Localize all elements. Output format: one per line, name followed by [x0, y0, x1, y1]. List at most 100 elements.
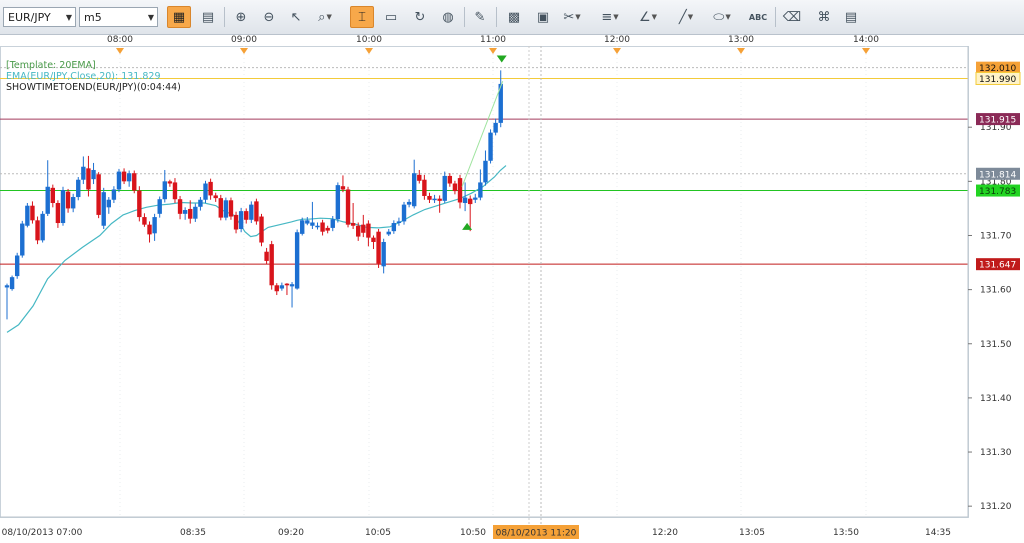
candle	[81, 156, 86, 185]
bottom-time-label: 08/10/2013 07:00	[2, 528, 83, 538]
properties-button[interactable]: ▤	[196, 6, 220, 28]
chart-type-icon: ▦	[172, 9, 186, 25]
candle	[111, 186, 117, 203]
candle	[376, 228, 381, 268]
candle	[213, 192, 218, 202]
toolbar-separator	[224, 7, 225, 27]
zoom-in-icon: ⊕	[235, 9, 247, 25]
candle	[40, 211, 45, 243]
candle	[142, 213, 147, 227]
candle-body	[340, 186, 346, 190]
candle-body	[177, 199, 183, 214]
zoom-out-button[interactable]: ⊖	[257, 6, 281, 28]
candle	[172, 178, 178, 203]
candle	[218, 194, 223, 221]
candle	[381, 238, 386, 274]
candle-body	[55, 203, 61, 224]
ema-label: EMA(EUR/JPY,Close,20): 131.829	[6, 71, 161, 82]
indicators-button[interactable]: ▩	[502, 6, 526, 28]
crosshair-icon: ⌶	[358, 9, 366, 25]
candle	[132, 170, 137, 194]
tools-button[interactable]: ✂ ▼	[560, 6, 584, 28]
candle	[249, 201, 254, 224]
price-label-box: 131.647	[976, 258, 1020, 271]
candle-body	[137, 190, 142, 218]
lines-button[interactable]: ≡ ▼	[598, 6, 622, 28]
properties-icon: ▤	[201, 9, 215, 25]
refresh-button[interactable]: ↻	[408, 6, 432, 28]
bottom-time-label: 10:05	[365, 528, 391, 538]
chart-grid	[0, 46, 969, 518]
candle-body	[483, 160, 488, 183]
toolbar-separator	[464, 7, 465, 27]
candle-body	[330, 219, 335, 228]
price-tick-label: 131.30	[980, 448, 1012, 458]
candle	[25, 203, 30, 228]
candle	[361, 214, 366, 238]
candle-body	[162, 181, 167, 200]
screenshot-button[interactable]: ▭	[379, 6, 403, 28]
candle	[340, 175, 346, 193]
candle	[121, 168, 127, 185]
globe-button[interactable]: ◍	[436, 6, 460, 28]
candle	[193, 203, 198, 222]
candle	[203, 180, 208, 203]
ruler-button[interactable]: ✎	[468, 6, 492, 28]
candle	[55, 200, 61, 228]
chart-type-button[interactable]: ▦	[167, 6, 191, 28]
more-button[interactable]: ▤	[839, 6, 863, 28]
candle	[264, 247, 269, 265]
candle-body	[172, 182, 178, 200]
candle	[244, 208, 249, 224]
strategy-button[interactable]: ▣	[531, 6, 555, 28]
candle	[4, 283, 10, 320]
candle	[437, 195, 442, 213]
price-label-box: 131.915	[976, 113, 1020, 126]
candle	[279, 282, 285, 291]
fibonacci-button[interactable]: ∠ ▼	[636, 6, 660, 28]
shapes-button[interactable]: ⬭ ▼	[710, 6, 734, 28]
zoom-area-icon: ⌕	[318, 9, 326, 25]
price-label-bg	[976, 113, 1020, 126]
timeframe-select[interactable]: m5 ▼	[79, 7, 158, 27]
ruler-icon: ✎	[474, 9, 486, 25]
candle	[101, 187, 106, 229]
time-marker-icon	[240, 48, 248, 54]
candle	[14, 252, 20, 279]
zoom-area-button[interactable]: ⌕ ▼	[313, 6, 337, 28]
eraser-button[interactable]: ⌫	[780, 6, 804, 28]
candle	[401, 201, 407, 225]
chevron-down-icon: ▼	[65, 13, 72, 22]
candle	[483, 150, 488, 186]
cursor-button[interactable]: ↖	[284, 6, 308, 28]
symbol-select[interactable]: EUR/JPY ▼	[3, 7, 76, 27]
candle-body	[223, 200, 229, 218]
price-label-text: 131.647	[979, 261, 1016, 271]
candle-body	[132, 173, 137, 191]
candle	[467, 195, 473, 232]
top-time-label: 11:00	[480, 35, 506, 45]
price-label-bg	[976, 167, 1020, 180]
network-button[interactable]: ⌘	[812, 6, 836, 28]
text-button[interactable]: ABC	[746, 6, 770, 28]
overlays	[461, 55, 507, 230]
tools-icon: ✂	[563, 9, 575, 25]
candle	[126, 170, 132, 187]
candle	[116, 168, 122, 193]
chevron-down-icon: ▼	[147, 13, 154, 22]
candle-body	[427, 195, 432, 200]
zoom-in-button[interactable]: ⊕	[229, 6, 253, 28]
crosshair-button[interactable]: ⌶	[350, 6, 374, 28]
candle	[325, 225, 330, 234]
price-chart[interactable]: 08:00 09:00 10:00 11:00 12:00 13:00 14:00 131.2…	[0, 34, 1024, 543]
timer-label: SHOWTIMETOEND(EUR/JPY)(0:04:44)	[6, 82, 181, 93]
candle-body	[473, 197, 478, 200]
candle	[167, 179, 173, 187]
candle-body	[238, 211, 244, 229]
trendline-button[interactable]: ╱ ▼	[674, 6, 698, 28]
candle	[396, 217, 402, 226]
candle-body	[20, 223, 25, 256]
candle-body	[345, 189, 351, 225]
shapes-icon: ⬭	[713, 9, 725, 25]
candle-body	[213, 195, 218, 199]
